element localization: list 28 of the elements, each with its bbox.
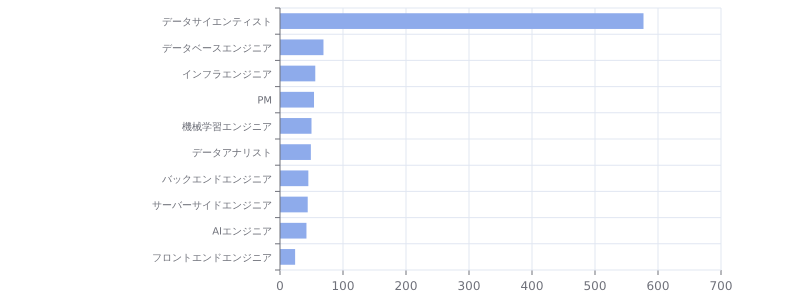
y-tick-label: データベースエンジニア bbox=[162, 43, 272, 54]
x-tick-label: 300 bbox=[458, 279, 480, 293]
bar bbox=[280, 222, 306, 239]
bar bbox=[280, 249, 296, 265]
y-tick-label: バックエンドエンジニア bbox=[161, 174, 272, 186]
x-tick-label: 500 bbox=[584, 279, 606, 293]
x-tick-label: 100 bbox=[332, 279, 354, 293]
x-tick-label: 0 bbox=[276, 279, 284, 293]
bar bbox=[280, 118, 312, 134]
bar bbox=[280, 66, 316, 82]
y-tick-label: 機械学習エンジニア bbox=[182, 120, 272, 133]
bar bbox=[280, 13, 644, 29]
y-tick-label: インフラエンジニア bbox=[182, 70, 272, 80]
y-tick-label: フロントエンドエンジニア bbox=[152, 252, 272, 264]
y-tick-label: データサイエンティスト bbox=[162, 17, 272, 28]
y-tick-label: PM bbox=[257, 96, 272, 107]
y-tick-label: データアナリスト bbox=[192, 148, 272, 160]
y-tick-label: AIエンジニア bbox=[212, 226, 272, 238]
bar bbox=[280, 196, 308, 212]
y-tick-label: サーバーサイドエンジニア bbox=[152, 200, 272, 212]
x-tick-label: 200 bbox=[394, 279, 418, 293]
bar bbox=[280, 92, 314, 108]
x-tick-label: 600 bbox=[646, 279, 670, 293]
bar bbox=[280, 39, 324, 56]
x-tick-label: 700 bbox=[710, 279, 732, 293]
bar bbox=[280, 144, 311, 160]
x-tick-label: 400 bbox=[520, 279, 544, 293]
bar bbox=[280, 170, 308, 186]
